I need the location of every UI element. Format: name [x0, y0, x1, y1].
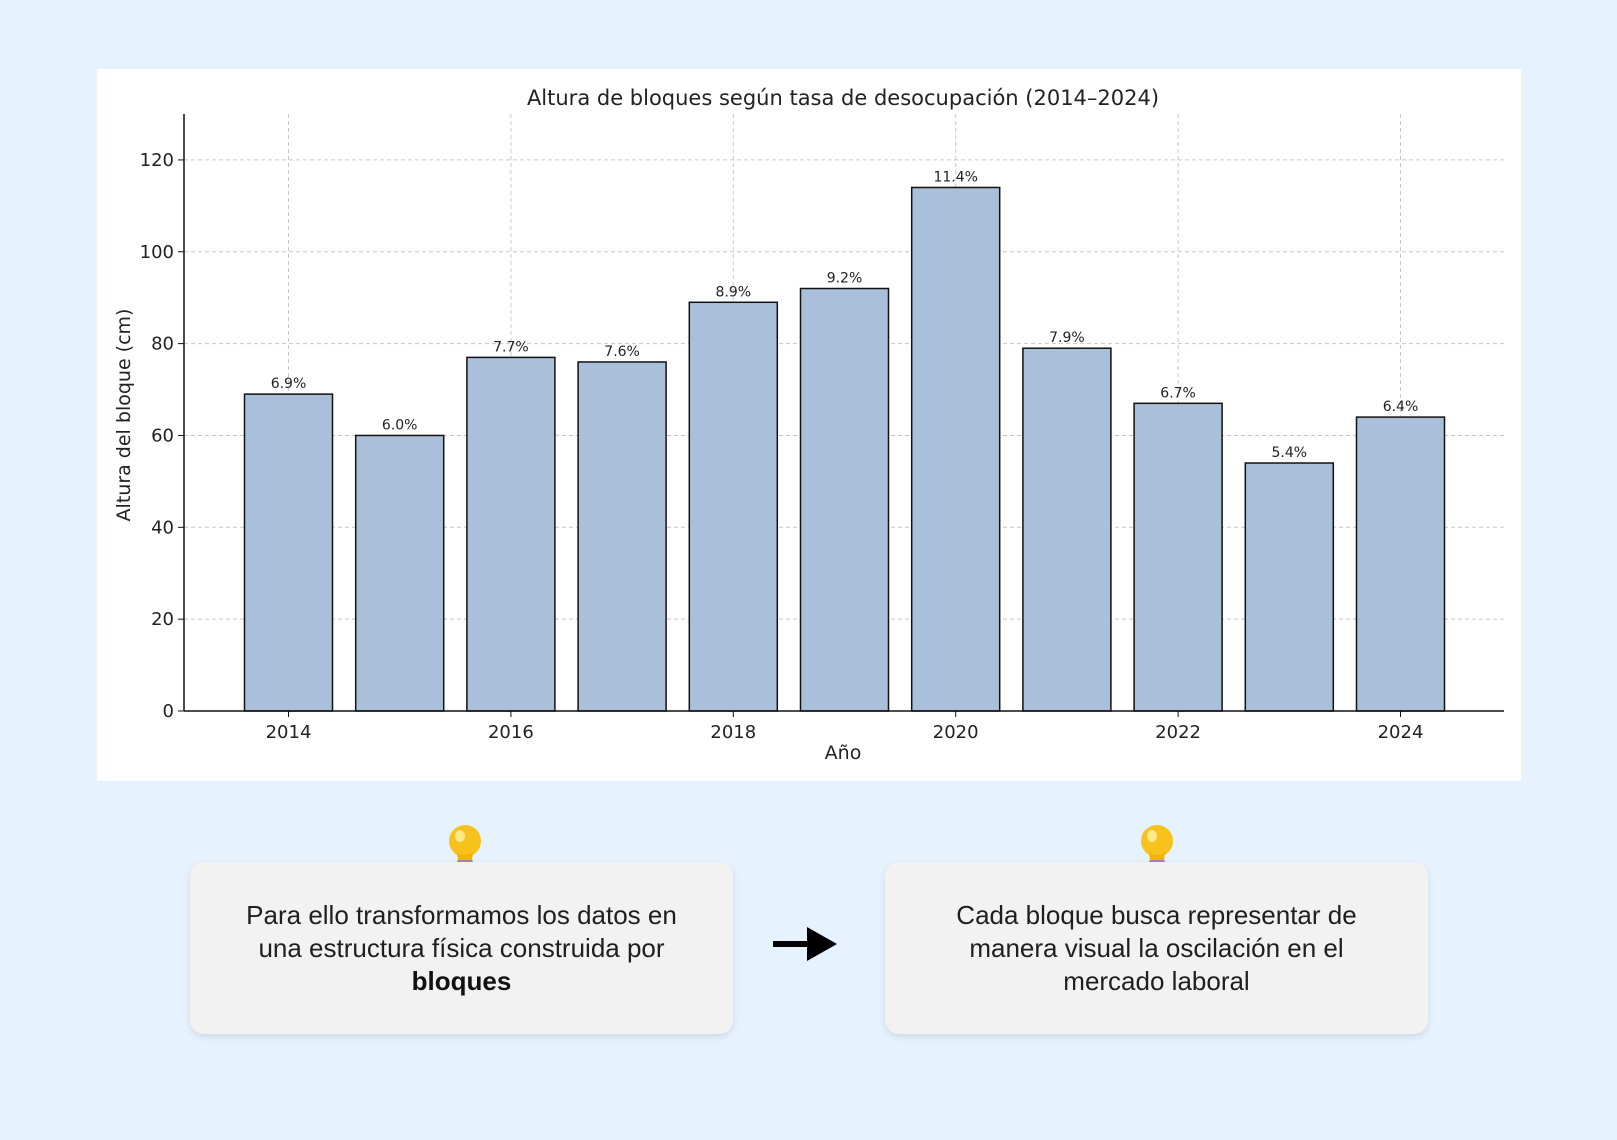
- bar-value-label: 9.2%: [827, 271, 863, 287]
- bar: [910, 186, 1001, 712]
- info-card-left-text: Para ello transformamos los datos en una…: [242, 899, 682, 998]
- bars-layer: [243, 186, 1446, 712]
- y-tick-label: 100: [140, 242, 174, 263]
- bar-value-label: 5.4%: [1272, 445, 1308, 461]
- x-axis-label: Año: [825, 742, 862, 764]
- x-tick-label: 2022: [1155, 722, 1201, 743]
- bar-chart: 0 20 40 60 80 100 120 2014 2016 2018 2020 2022 2024 6…: [113, 86, 1504, 764]
- x-tick-label: 2024: [1378, 722, 1424, 743]
- bar-value-label: 6.7%: [1160, 385, 1196, 401]
- x-tick-label: 2016: [488, 722, 534, 743]
- labels-layer: 0 20 40 60 80 100 120 2014 2016 2018 2020 2022 2024 6…: [140, 150, 1424, 743]
- y-tick-label: 80: [151, 334, 174, 355]
- info-card-left-text-main: Para ello transformamos los datos en una…: [246, 899, 677, 963]
- bar-value-label: 7.6%: [604, 344, 640, 360]
- y-tick-label: 0: [163, 701, 174, 722]
- bar: [1244, 462, 1335, 712]
- bar-value-label: 6.9%: [271, 376, 307, 392]
- bar: [243, 393, 334, 712]
- x-tick-label: 2018: [710, 722, 756, 743]
- x-tick-label: 2014: [266, 722, 312, 743]
- chart-title: Altura de bloques según tasa de desocupa…: [527, 86, 1159, 110]
- bar: [688, 301, 779, 712]
- y-axis-label: Altura del bloque (cm): [113, 309, 135, 522]
- bar: [1355, 416, 1446, 712]
- arrow-right-icon: [773, 927, 837, 961]
- y-tick-label: 40: [151, 517, 174, 538]
- y-tick-label: 20: [151, 609, 174, 630]
- y-tick-label: 60: [151, 425, 174, 446]
- info-card-right-text: Cada bloque busca representar de manera …: [956, 899, 1357, 996]
- bar-value-label: 11.4%: [933, 169, 977, 185]
- bar-value-label: 6.0%: [382, 417, 418, 433]
- bar-value-label: 6.4%: [1383, 399, 1419, 415]
- bar: [799, 287, 890, 712]
- bar: [1022, 347, 1112, 712]
- info-card-left: Para ello transformamos los datos en una…: [190, 862, 733, 1034]
- y-tick-label: 120: [140, 150, 174, 171]
- info-card-left-text-bold: bloques: [411, 965, 512, 996]
- x-tick-label: 2020: [933, 722, 979, 743]
- info-card-right: Cada bloque busca representar de manera …: [885, 862, 1428, 1034]
- chart-panel: 0 20 40 60 80 100 120 2014 2016 2018 2020 2022 2024 6…: [97, 69, 1521, 781]
- axes-layer: [178, 114, 1504, 717]
- bar: [466, 356, 556, 712]
- bar-value-label: 7.9%: [1049, 330, 1085, 346]
- bar: [577, 361, 667, 712]
- bar-value-label: 7.7%: [493, 339, 529, 355]
- bar: [1133, 402, 1223, 712]
- bar: [354, 434, 445, 712]
- bar-value-label: 8.9%: [716, 284, 752, 300]
